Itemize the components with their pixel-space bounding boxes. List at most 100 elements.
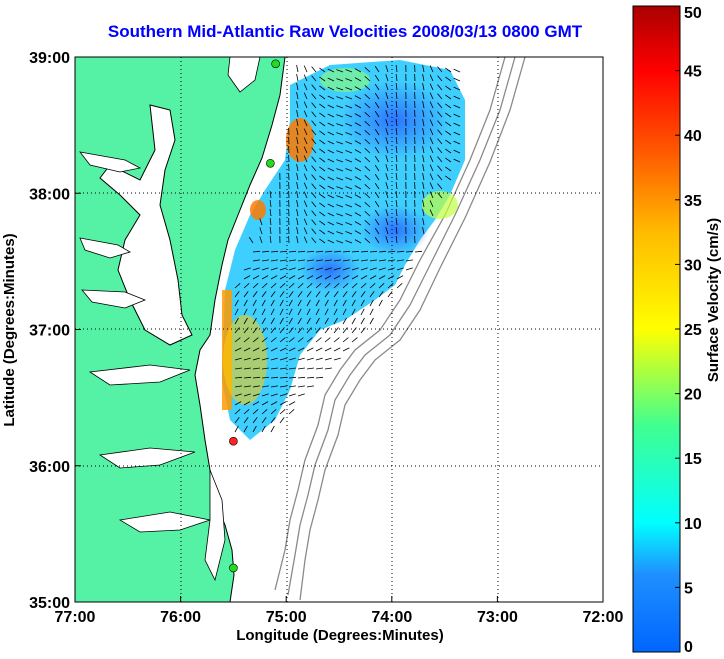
velocity-arrow (429, 119, 434, 127)
velocity-arrow (327, 77, 335, 82)
velocity-arrow (311, 93, 317, 100)
velocity-arrow (385, 200, 389, 208)
velocity-arrow (327, 104, 335, 109)
velocity-arrow (297, 317, 302, 325)
velocity-arrow (324, 250, 333, 253)
velocity-arrow (453, 122, 461, 127)
velocity-arrow (248, 236, 254, 244)
velocity-arrow (319, 85, 326, 91)
velocity-arrow (319, 238, 326, 244)
velocity-arrow (261, 357, 269, 361)
velocity-arrow (345, 114, 353, 118)
map-title: Southern Mid-Atlantic Raw Velocities 200… (107, 22, 583, 41)
velocity-arrow (378, 250, 387, 253)
velocity-arrow (369, 259, 377, 262)
velocity-arrow (351, 283, 358, 289)
velocity-arrow (319, 121, 326, 127)
velocity-arrow (297, 291, 303, 298)
velocity-arrow (354, 167, 362, 172)
velocity-arrow (345, 177, 353, 181)
velocity-arrow (336, 114, 344, 118)
velocity-arrow (336, 150, 344, 154)
velocity-arrow (297, 299, 302, 307)
velocity-arrow (261, 409, 268, 415)
velocity-arrow (234, 291, 240, 298)
velocity-arrow (297, 357, 305, 361)
velocity-arrow (234, 417, 240, 424)
velocity-arrow (279, 283, 286, 289)
velocity-arrow (396, 250, 405, 253)
velocity-arrow (315, 317, 320, 325)
velocity-arrow (369, 275, 377, 280)
colorbar-tick-label: 15 (684, 451, 702, 468)
velocity-arrow (288, 401, 296, 406)
velocity-arrow (315, 291, 321, 298)
velocity-arrow (364, 85, 371, 91)
velocity-arrow (252, 357, 260, 361)
velocity-arrow (303, 164, 308, 172)
velocity-arrow (345, 150, 353, 154)
velocity-arrow (311, 75, 317, 82)
velocity-arrow (364, 130, 371, 136)
velocity-arrow (395, 110, 398, 118)
velocity-arrow (269, 236, 272, 244)
velocity-arrow (385, 146, 389, 154)
velocity-arrow (333, 291, 339, 298)
velocity-arrow (243, 393, 251, 397)
velocity-arrow (319, 229, 326, 235)
velocity-arrow (261, 347, 269, 352)
velocity-arrow (261, 367, 269, 370)
velocity-arrow (243, 357, 251, 361)
velocity-arrow (327, 140, 335, 145)
velocity-arrow (252, 308, 257, 316)
y-tick-label: 39:00 (29, 50, 70, 67)
velocity-arrow (437, 120, 443, 127)
velocity-arrow (319, 166, 326, 172)
velocity-arrow (453, 131, 461, 136)
chesapeake-bay (99, 104, 193, 346)
velocity-arrow (303, 110, 308, 118)
velocity-arrow (364, 67, 371, 73)
radar-station-marker (266, 158, 275, 168)
velocity-arrow (269, 218, 272, 226)
velocity-arrow (288, 275, 296, 280)
velocity-arrow (327, 158, 335, 163)
velocity-arrow (453, 158, 461, 163)
velocity-arrow (333, 347, 341, 352)
velocity-arrow (364, 220, 371, 226)
velocity-arrow (303, 83, 308, 91)
velocity-arrow (364, 202, 371, 208)
velocity-arrow (311, 228, 317, 235)
velocity-arrow (453, 68, 461, 73)
velocity-arrow (364, 94, 371, 100)
velocity-arrow (360, 317, 365, 325)
velocity-arrow (303, 101, 308, 109)
velocity-arrow (303, 155, 308, 163)
velocity-arrow (243, 308, 248, 316)
velocity-arrow (385, 182, 389, 190)
velocity-arrow (374, 200, 380, 208)
velocity-arrow (296, 128, 299, 136)
velocity-arrow (297, 250, 306, 253)
velocity-arrow (336, 231, 344, 235)
velocity-arrow (378, 267, 386, 271)
velocity-arrow (303, 227, 308, 235)
velocity-arrow (354, 86, 362, 91)
velocity-arrow (288, 259, 296, 262)
velocity-arrow (303, 200, 308, 208)
velocity-arrow (445, 67, 452, 73)
velocity-arrow (422, 164, 425, 172)
velocity-arrow (345, 87, 353, 91)
velocity-arrow (319, 184, 326, 190)
velocity-arrow (324, 327, 330, 334)
velocity-arrow (296, 83, 299, 91)
velocity-arrow (445, 76, 452, 82)
velocity-arrow (429, 155, 434, 163)
velocity-arrow (364, 211, 371, 217)
velocity-arrow (311, 138, 317, 145)
velocity-arrow (303, 74, 308, 82)
velocity-arrow (369, 317, 374, 325)
velocity-arrow (303, 218, 308, 226)
velocity-arrow (429, 173, 434, 181)
velocity-arrow (342, 327, 348, 334)
